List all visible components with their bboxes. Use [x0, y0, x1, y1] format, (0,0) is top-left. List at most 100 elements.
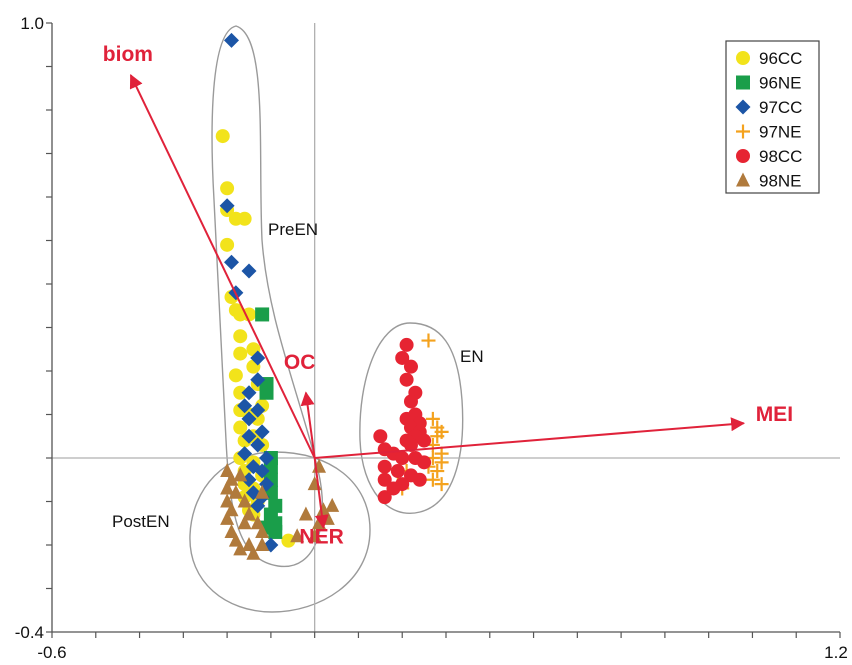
legend-item-96ne: 96NE	[736, 74, 802, 93]
point-96ne	[268, 524, 283, 539]
point-98ne	[228, 484, 243, 499]
point-97cc	[219, 198, 235, 214]
point-98ne	[255, 484, 270, 499]
x-tick-label-min: -0.6	[37, 643, 66, 662]
point-96cc	[242, 307, 256, 322]
point-98cc	[417, 455, 432, 470]
series-98cc	[373, 337, 432, 505]
point-97cc	[259, 450, 275, 466]
point-97cc	[250, 402, 266, 418]
vector-ner	[313, 457, 329, 529]
point-98ne	[255, 523, 270, 538]
vector-biom	[129, 73, 316, 459]
legend-item-97cc: 97CC	[735, 98, 802, 117]
legend-item-98ne: 98NE	[736, 172, 802, 191]
vector-label-mei: MEI	[756, 403, 793, 426]
y-tick-label-max: 1.0	[20, 14, 44, 33]
point-98cc	[412, 472, 427, 487]
legend-marker-98ne	[736, 172, 750, 187]
legend-label-98cc: 98CC	[759, 147, 802, 166]
point-97ne	[425, 472, 440, 487]
point-98ne	[233, 541, 248, 556]
point-98cc	[403, 394, 418, 409]
legend-label-96cc: 96CC	[759, 49, 802, 68]
point-98cc	[377, 472, 392, 487]
point-98cc	[377, 459, 392, 474]
point-97ne	[430, 429, 445, 444]
point-97cc	[250, 350, 266, 366]
point-98ne	[220, 480, 235, 495]
point-98ne	[298, 506, 313, 521]
point-97cc	[237, 446, 253, 462]
point-97cc	[250, 372, 266, 388]
point-96ne	[259, 385, 274, 400]
point-98ne	[246, 545, 261, 560]
point-98ne	[250, 515, 265, 530]
point-97cc	[237, 398, 253, 414]
point-97cc	[223, 254, 239, 270]
point-98cc	[373, 429, 388, 444]
point-96cc	[237, 211, 252, 226]
point-98cc	[403, 359, 418, 374]
legend-item-97ne: 97NE	[736, 123, 802, 142]
point-98ne	[290, 528, 305, 543]
point-98cc	[399, 372, 414, 387]
data-points	[215, 32, 449, 560]
point-98ne	[255, 537, 270, 551]
vector-label-ner: NER	[299, 526, 343, 549]
point-96ne	[255, 307, 270, 322]
region-label-en: EN	[460, 347, 484, 366]
vector-mei	[314, 417, 746, 459]
point-96cc	[220, 237, 235, 252]
point-97cc	[254, 424, 270, 440]
point-96cc	[220, 181, 235, 196]
legend-marker-98cc	[736, 149, 750, 163]
legend-marker-97cc	[735, 99, 751, 115]
vector-label-biom: biom	[103, 43, 153, 66]
point-98ne	[233, 467, 248, 482]
x-tick-label-max: 1.2	[824, 643, 848, 662]
legend-label-96ne: 96NE	[759, 74, 802, 93]
legend-label-97cc: 97CC	[759, 98, 802, 117]
point-97ne	[434, 455, 449, 470]
region-outline-en	[359, 322, 464, 514]
point-96cc	[233, 346, 248, 361]
point-96cc	[228, 368, 243, 383]
point-98cc	[395, 350, 410, 365]
legend-marker-96cc	[736, 51, 750, 65]
point-98cc	[395, 451, 410, 465]
y-tick-label-min: -0.4	[15, 623, 44, 642]
point-97cc	[250, 437, 266, 453]
legend: 96CC 96NE 97CC 97NE 98CC 98NE	[725, 40, 820, 194]
point-98cc	[403, 437, 418, 452]
point-98ne	[220, 510, 235, 525]
point-97ne	[430, 464, 445, 479]
point-96cc	[233, 385, 248, 400]
region-labels: PreEN EN PostEN	[112, 220, 484, 531]
point-98ne	[237, 515, 252, 530]
legend-marker-96ne	[736, 75, 750, 90]
legend-label-97ne: 97NE	[759, 123, 802, 142]
point-96cc	[281, 533, 296, 548]
point-97ne	[421, 333, 436, 348]
point-97cc	[241, 472, 257, 488]
point-97cc	[241, 385, 257, 401]
vector-oc	[300, 391, 316, 459]
point-98ne	[307, 528, 322, 543]
region-outlines	[189, 25, 464, 613]
point-97cc	[241, 263, 257, 279]
point-96cc	[233, 329, 248, 344]
point-98cc	[390, 464, 405, 479]
point-98cc	[377, 490, 392, 505]
legend-label-98ne: 98NE	[759, 172, 802, 191]
region-label-preen: PreEN	[268, 220, 318, 239]
point-97cc	[241, 411, 257, 427]
region-outline-posten	[189, 451, 371, 613]
point-96cc	[215, 129, 230, 144]
point-97cc	[250, 498, 266, 514]
point-97cc	[241, 428, 257, 444]
vector-label-oc: OC	[284, 351, 316, 374]
point-98cc	[386, 481, 401, 496]
axes: -0.6 1.2 1.0 -0.4	[15, 14, 848, 662]
point-97ne	[434, 477, 449, 492]
